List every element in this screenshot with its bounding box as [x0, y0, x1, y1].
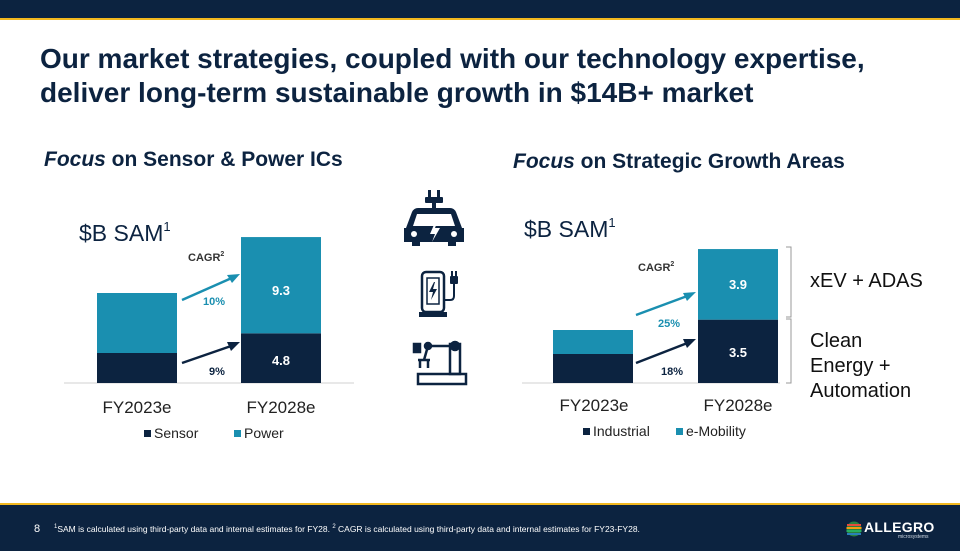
cagr-arrowhead-emobility: [683, 292, 696, 301]
cagr-arrowhead-power: [227, 274, 240, 283]
sam-chart-left: 9.3 4.8 CAGR2 10% 9% FY2023e FY2028e Sen…: [64, 237, 354, 441]
top-banner: [0, 0, 960, 18]
bar-fy2023e-sensor: [97, 353, 177, 383]
category-fy2023e: FY2023e: [103, 398, 172, 417]
cagr-arrow-emobility: [635, 293, 691, 317]
cagr-arrow-industrial: [635, 340, 691, 365]
bracket-label-xev-adas: xEV + ADAS: [810, 270, 923, 292]
cagr-label-power: 10%: [203, 296, 225, 308]
left-subhead-focus: Focus: [44, 148, 106, 171]
legend-power: Power: [244, 425, 284, 441]
top-accent-line: [0, 18, 960, 20]
legend-swatch-emobility: [676, 428, 683, 435]
left-subhead-text: on Sensor & Power ICs: [105, 148, 343, 171]
allegro-logo: ALLEGRO microsystems: [846, 518, 938, 542]
sam-chart-right: 3.9 3.5 CAGR2 25% 18% FY2023e FY2028e In…: [522, 246, 792, 439]
legend-industrial: Industrial: [593, 423, 650, 439]
page-title: Our market strategies, coupled with our …: [40, 43, 865, 108]
data-label-sensor-fy2028e: 4.8: [272, 353, 290, 368]
page-number: 8: [34, 523, 41, 535]
right-sam-footnote-ref: 1: [608, 215, 616, 230]
bar-fy2028e-emobility: [698, 249, 778, 320]
right-subhead-focus: Focus: [513, 150, 575, 173]
electric-car-icon: [404, 190, 464, 246]
footnote: 1SAM is calculated using third-party dat…: [54, 524, 640, 534]
logo-subtext: microsystems: [898, 534, 929, 540]
right-subhead-text: on Strategic Growth Areas: [574, 150, 845, 173]
category-fy2023e: FY2023e: [560, 396, 629, 415]
legend-sensor: Sensor: [154, 425, 199, 441]
data-label-power-fy2028e: 9.3: [272, 283, 290, 298]
left-sam-footnote-ref: 1: [163, 219, 171, 234]
left-subhead: Focus on Sensor & Power ICs: [44, 148, 343, 172]
cagr-arrow-power: [181, 275, 235, 302]
bracket-emobility: [786, 246, 792, 318]
cagr-arrowhead-sensor: [227, 342, 240, 351]
footer-banner: [0, 505, 960, 551]
logo-globe-icon: [846, 521, 862, 537]
logo-wordmark: ALLEGRO: [864, 519, 935, 535]
bracket-label-clean-energy: Clean Energy + Automation: [810, 330, 912, 402]
robot-arm-icon: [412, 340, 468, 386]
bar-fy2023e-power: [97, 293, 177, 353]
category-fy2028e: FY2028e: [704, 396, 773, 415]
cagr-title-right: CAGR2: [638, 261, 674, 274]
legend-swatch-power: [234, 430, 241, 437]
category-fy2028e: FY2028e: [247, 398, 316, 417]
legend-swatch-sensor: [144, 430, 151, 437]
cagr-arrowhead-industrial: [683, 339, 696, 348]
cagr-arrow-sensor: [181, 343, 235, 365]
right-subhead: Focus on Strategic Growth Areas: [513, 150, 845, 174]
bar-fy2023e-industrial: [553, 354, 633, 383]
ev-charger-icon: [419, 270, 458, 317]
bracket-industrial: [786, 318, 792, 384]
data-label-emobility-fy2028e: 3.9: [729, 277, 747, 292]
cagr-label-industrial: 18%: [661, 366, 683, 378]
bar-fy2028e-sensor: [241, 333, 321, 383]
data-label-industrial-fy2028e: 3.5: [729, 345, 747, 360]
cagr-label-emobility: 25%: [658, 318, 680, 330]
bar-fy2023e-emobility: [553, 330, 633, 354]
left-sam-label: $B SAM1: [79, 219, 171, 246]
footer-accent-line: [0, 503, 960, 506]
bar-fy2028e-industrial: [698, 319, 778, 383]
legend-emobility: e-Mobility: [686, 423, 746, 439]
right-sam-label: $B SAM1: [524, 215, 616, 242]
cagr-title-left: CAGR2: [188, 251, 224, 264]
bar-fy2028e-power: [241, 237, 321, 334]
market-icons: [404, 190, 468, 386]
legend-swatch-industrial: [583, 428, 590, 435]
cagr-label-sensor: 9%: [209, 366, 225, 378]
